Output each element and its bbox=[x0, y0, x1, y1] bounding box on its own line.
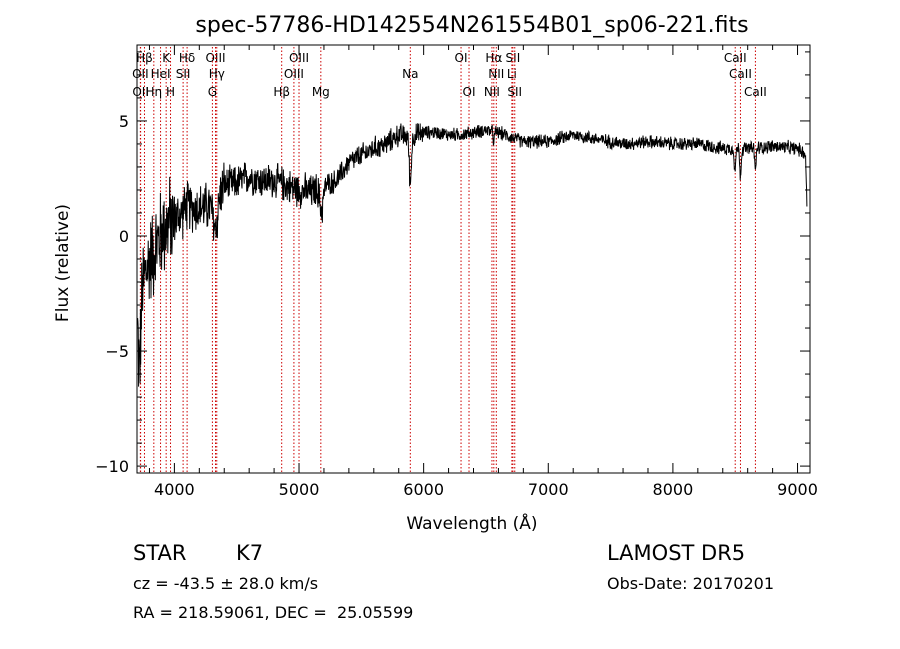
line-marker-label-23: Mg bbox=[312, 85, 330, 99]
y-axis-label: Flux (relative) bbox=[53, 204, 73, 322]
x-tick-label-5000: 5000 bbox=[279, 480, 320, 499]
line-marker-label-12: Hγ bbox=[209, 67, 225, 81]
line-marker-label-6: Hα bbox=[485, 51, 502, 65]
line-marker-label-15: NII bbox=[488, 67, 504, 81]
line-marker-label-1: K bbox=[162, 51, 171, 65]
object-class: STAR bbox=[133, 541, 187, 565]
line-marker-label-16: Li bbox=[507, 67, 517, 81]
object-subclass: K7 bbox=[236, 541, 264, 565]
cz-value: cz = -43.5 ± 28.0 km/s bbox=[133, 574, 319, 593]
axes: 4000 5000 6000 7000 8000 9000 −10 −5 0 5 bbox=[95, 44, 818, 499]
x-tick-label-8000: 8000 bbox=[653, 480, 694, 499]
plot-frame bbox=[136, 44, 811, 474]
line-marker-label-17: CaII bbox=[729, 67, 752, 81]
x-axis-label: Wavelength (Å) bbox=[406, 512, 537, 534]
line-marker-label-8: CaII bbox=[724, 51, 747, 65]
line-marker-label-20: H bbox=[166, 85, 175, 99]
line-marker-label-27: CaII bbox=[744, 85, 767, 99]
y-tick-label--10: −10 bbox=[95, 457, 129, 476]
spectrum-line bbox=[137, 123, 808, 387]
line-marker-label-24: OI bbox=[463, 85, 476, 99]
x-tick-label-4000: 4000 bbox=[154, 480, 195, 499]
line-marker-label-19: Hη bbox=[146, 85, 163, 99]
line-marker-label-22: Hβ bbox=[273, 85, 290, 99]
line-marker-label-25: NII bbox=[484, 85, 500, 99]
line-marker-label-18: OII bbox=[132, 85, 149, 99]
coordinates: RA = 218.59061, DEC = 25.05599 bbox=[133, 603, 414, 622]
line-marker-label-2: Hδ bbox=[179, 51, 195, 65]
spectrum-series bbox=[137, 123, 808, 387]
x-tick-label-7000: 7000 bbox=[528, 480, 569, 499]
y-tick-label--5: −5 bbox=[105, 342, 129, 361]
y-tick-label-0: 0 bbox=[119, 227, 129, 246]
line-marker-label-5: OI bbox=[455, 51, 468, 65]
obs-date: Obs-Date: 20170201 bbox=[607, 574, 775, 593]
line-marker-label-11: SII bbox=[176, 67, 191, 81]
survey-name: LAMOST DR5 bbox=[607, 541, 746, 565]
line-marker-label-10: HeI bbox=[151, 67, 171, 81]
line-marker-label-13: OIII bbox=[284, 67, 304, 81]
chart-title: spec-57786-HD142554N261554B01_sp06-221.f… bbox=[195, 13, 748, 38]
x-tick-label-6000: 6000 bbox=[403, 480, 444, 499]
line-marker-label-3: OIII bbox=[205, 51, 225, 65]
y-tick-label-5: 5 bbox=[119, 112, 129, 131]
x-tick-label-9000: 9000 bbox=[777, 480, 818, 499]
line-marker-label-0: Hβ bbox=[136, 51, 153, 65]
line-marker-label-26: SII bbox=[507, 85, 522, 99]
line-marker-label-21: G bbox=[208, 85, 217, 99]
line-marker-label-9: OII bbox=[132, 67, 149, 81]
line-marker-label-7: SII bbox=[506, 51, 521, 65]
line-marker-label-14: Na bbox=[402, 67, 418, 81]
